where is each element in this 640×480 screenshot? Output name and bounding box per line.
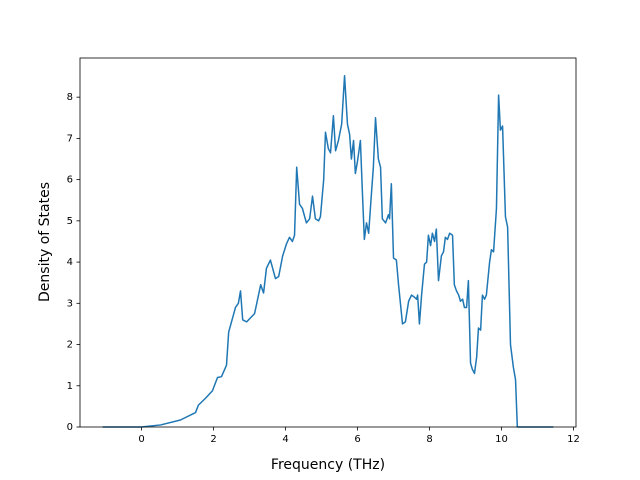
x-tick-label: 4 xyxy=(282,434,288,445)
x-tick-label: 6 xyxy=(354,434,360,445)
line-series xyxy=(102,74,554,428)
y-tick-label: 5 xyxy=(67,216,73,227)
x-axis-label: Frequency (THz) xyxy=(271,457,385,473)
y-tick-label: 6 xyxy=(67,175,73,186)
x-tick-label: 10 xyxy=(495,434,508,445)
x-tick-label: 8 xyxy=(426,434,432,445)
x-tick-label: 12 xyxy=(567,434,580,445)
x-tick-label: 0 xyxy=(138,434,144,445)
y-tick-label: 4 xyxy=(67,257,73,268)
y-tick-label: 2 xyxy=(67,340,73,351)
y-tick-label: 0 xyxy=(67,422,73,433)
y-tick-label: 7 xyxy=(67,133,73,144)
y-axis-label: Density of States xyxy=(37,182,53,302)
plot-frame xyxy=(79,57,577,428)
y-tick-label: 8 xyxy=(67,92,73,103)
y-tick-label: 3 xyxy=(67,298,73,309)
x-tick-label: 2 xyxy=(210,434,216,445)
y-tick-label: 1 xyxy=(67,381,73,392)
